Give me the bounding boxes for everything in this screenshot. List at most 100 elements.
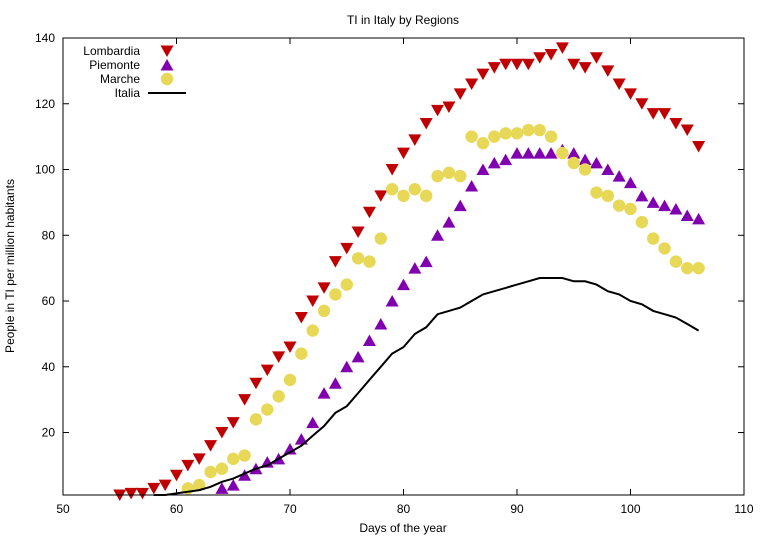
data-point [192,453,206,465]
data-point [567,156,580,170]
data-point [465,130,478,143]
data-point [261,403,274,416]
data-point [453,199,467,212]
data-point [431,229,445,241]
data-point [397,278,410,291]
data-point [590,186,603,199]
data-point [249,377,263,390]
data-point [215,427,229,439]
data-point [329,288,342,301]
data-point [340,360,354,373]
data-point [624,88,637,100]
data-point [204,440,218,452]
data-point [680,124,694,137]
data-point [328,377,342,389]
data-point [397,147,410,160]
data-point [135,487,149,500]
data-point [680,209,694,222]
legend-item-marche: Marche [100,72,174,86]
data-point [340,242,354,255]
data-point [624,176,637,189]
data-point [612,170,626,182]
data-point [283,341,297,354]
data-point [328,256,342,268]
data-point [408,134,422,146]
data-point [646,108,660,120]
data-point [453,88,467,100]
data-point [487,62,501,74]
data-point [658,108,672,120]
x-tick-label: 90 [510,502,524,516]
data-point [555,42,569,54]
data-point [306,324,319,337]
data-point [533,147,547,159]
data-point [646,196,660,208]
data-point [658,242,671,255]
axes: 50 60 70 80 90 100 110 20 40 60 80 100 120 140 [35,31,754,516]
data-point [420,189,433,203]
data-point [238,394,252,406]
data-point [294,311,308,324]
y-tick-label: 20 [42,426,56,440]
y-tick-label: 60 [42,294,56,308]
legend-item-lombardia: Lombardia [83,44,174,58]
legend-swatch [160,45,174,57]
x-tick-label: 100 [620,502,640,516]
data-point [578,163,592,176]
data-point [499,127,512,140]
data-point [363,255,376,268]
data-point [544,48,558,61]
data-point [215,462,229,475]
series-line-italia [153,277,700,496]
legend-swatch [160,59,174,71]
data-point [283,442,297,455]
data-point [578,153,592,166]
data-point [533,52,547,64]
data-point [181,459,195,472]
data-point [442,216,456,228]
x-tick-label: 80 [397,502,411,516]
data-point [260,456,274,468]
data-point [578,62,592,74]
data-point [556,146,569,160]
data-point [624,202,637,216]
series-marche [181,123,705,495]
data-point [658,199,672,212]
data-point [226,479,240,491]
data-point [612,78,626,91]
legend-item-italia: Italia [115,86,186,100]
data-point [533,123,546,137]
data-point [351,226,365,238]
legend-label: Lombardia [83,44,140,58]
data-point [647,232,660,245]
data-point [589,156,603,169]
data-point [499,58,513,71]
data-point [476,137,490,150]
data-point [351,350,365,363]
data-point [521,58,535,71]
data-point [147,482,161,495]
x-tick-label: 110 [734,502,753,516]
data-point [238,449,251,462]
legend-label: Marche [100,72,140,86]
data-point [362,334,376,346]
data-point [635,215,649,229]
data-point [306,295,320,308]
data-point [465,78,479,91]
chart-title: TI in Italy by Regions [347,13,459,27]
legend-label: Piemonte [89,58,140,72]
data-point [385,164,399,176]
y-tick-label: 40 [42,360,56,374]
data-point [476,163,490,176]
data-point [567,58,581,71]
data-point [374,232,387,245]
data-point [601,189,614,203]
data-point [272,390,285,403]
data-point [442,101,456,114]
y-tick-label: 140 [35,31,55,45]
data-point [385,183,399,196]
data-point [215,482,229,494]
data-point [681,261,694,275]
data-point [260,364,274,377]
